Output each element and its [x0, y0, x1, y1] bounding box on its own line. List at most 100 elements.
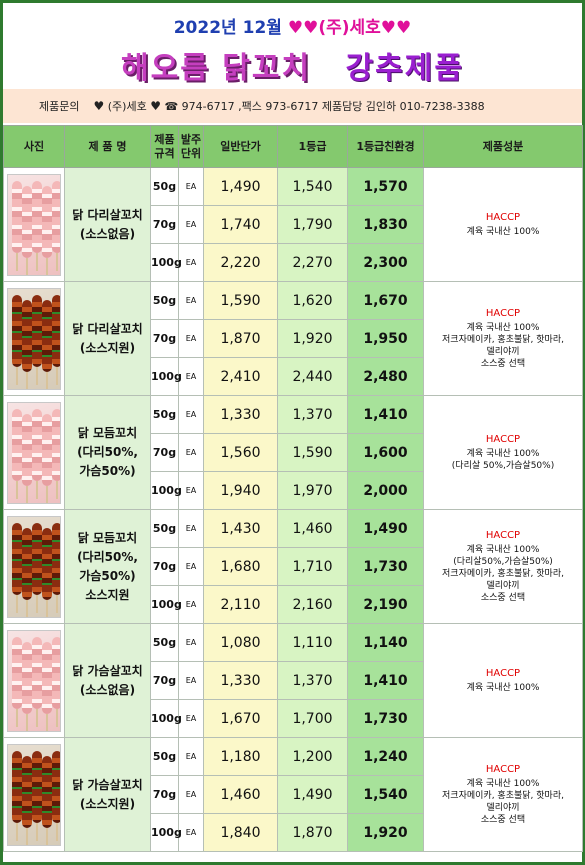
order-unit: EA	[178, 281, 204, 320]
price-general: 1,740	[203, 205, 278, 244]
order-unit: EA	[178, 471, 204, 510]
price-general: 1,590	[203, 281, 278, 320]
product-ingredients: HACCP 계육 국내산 100% 저크자메이카, 홍초불닭, 핫마라, 델리야끼…	[423, 281, 583, 396]
ingredients-text: 계육 국내산 100%	[466, 226, 540, 237]
product-spec: 100g	[150, 699, 182, 738]
product-photo	[3, 167, 65, 282]
product-spec: 70g	[150, 433, 179, 472]
contact-label: 제품문의	[39, 100, 80, 113]
product-ingredients: HACCP 계육 국내산 100%	[423, 623, 583, 738]
product-spec: 50g	[150, 395, 179, 434]
product-spec: 50g	[150, 623, 179, 662]
product-spec: 100g	[150, 357, 182, 396]
price-grade1-eco: 1,140	[347, 623, 424, 662]
product-spec: 70g	[150, 775, 179, 814]
price-grade1: 1,370	[277, 661, 348, 700]
price-grade1: 1,620	[277, 281, 348, 320]
contact-company: (주)세호	[107, 100, 147, 113]
order-unit: EA	[178, 813, 204, 852]
price-general: 2,110	[203, 585, 278, 624]
product-name: 닭 모듬꼬치 (다리50%, 가슴50%) 소스지원	[64, 509, 151, 624]
table-row: 70g EA 1,740 1,790 1,830	[4, 205, 583, 244]
product-name: 닭 가슴살꼬치 (소스지원)	[64, 737, 151, 852]
price-grade1-eco: 1,730	[347, 547, 424, 586]
raw-chicken-skewer-icon	[7, 173, 61, 276]
product-spec: 70g	[150, 205, 179, 244]
column-header: 발주 단위	[178, 125, 204, 168]
price-grade1-eco: 1,670	[347, 281, 424, 320]
heart-icon: ♥♥	[287, 18, 319, 38]
product-spec: 70g	[150, 661, 179, 700]
price-grade1: 1,710	[277, 547, 348, 586]
order-unit: EA	[178, 167, 204, 206]
table-row: 70g EA 1,680 1,710 1,730	[4, 547, 583, 586]
price-grade1: 1,700	[277, 699, 348, 738]
header-month: 12월	[242, 18, 282, 38]
price-general: 1,680	[203, 547, 278, 586]
ingredients-text: 계육 국내산 100% 저크자메이카, 홍초불닭, 핫마라, 델리야끼 소스중 …	[442, 778, 564, 825]
column-header: 1등급	[277, 125, 348, 168]
order-unit: EA	[178, 737, 204, 776]
haccp-label: HACCP	[485, 667, 521, 679]
price-grade1: 1,590	[277, 433, 348, 472]
price-grade1-eco: 1,540	[347, 775, 424, 814]
ingredients-text: 계육 국내산 100% 저크자메이카, 홍초불닭, 핫마라, 델리야끼 소스중 …	[442, 322, 564, 369]
order-unit: EA	[178, 661, 204, 700]
price-grade1: 1,110	[277, 623, 348, 662]
price-grade1-eco: 2,480	[347, 357, 424, 396]
product-spec: 50g	[150, 167, 179, 206]
order-unit: EA	[178, 433, 204, 472]
price-grade1-eco: 1,600	[347, 433, 424, 472]
price-grade1-eco: 1,410	[347, 395, 424, 434]
table-row: 70g EA 1,560 1,590 1,600	[4, 433, 583, 472]
product-spec: 50g	[150, 737, 179, 776]
table-row: 닭 가슴살꼬치 (소스지원) 50g EA 1,180 1,200 1,240 HACCP 계…	[3, 737, 583, 852]
product-spec: 50g	[150, 509, 179, 548]
price-grade1-eco: 1,570	[347, 167, 424, 206]
order-unit: EA	[178, 775, 204, 814]
ingredients-text: 계육 국내산 100% (다리살50%,가슴살50%) 저크자메이카, 홍초불닭…	[442, 544, 564, 603]
price-grade1: 2,160	[277, 585, 348, 624]
column-header: 사진	[3, 125, 65, 168]
order-unit: EA	[178, 205, 204, 244]
price-grade1-eco: 1,410	[347, 661, 424, 700]
order-unit: EA	[178, 623, 204, 662]
table-row: 100g EA 2,410 2,440 2,480	[4, 357, 583, 396]
contact-manager: 제품담당 김인하 010-7238-3388	[321, 100, 485, 113]
product-photo	[3, 623, 65, 738]
product-ingredients: HACCP 계육 국내산 100% (다리살50%,가슴살50%) 저크자메이카,…	[423, 509, 583, 624]
header-title-line: 해오름 닭꼬치 강추제품	[3, 43, 582, 87]
table-row: 닭 모듬꼬치 (다리50%, 가슴50%) 소스지원 50g EA 1,430 1,46…	[3, 509, 583, 624]
heart-icon: ♥♥	[380, 18, 412, 38]
order-unit: EA	[178, 585, 204, 624]
product-spec: 100g	[150, 471, 182, 510]
raw-chicken-skewer-icon	[7, 629, 61, 732]
order-unit: EA	[178, 357, 204, 396]
table-row: 70g EA 1,330 1,370 1,410	[4, 661, 583, 700]
price-grade1: 1,370	[277, 395, 348, 434]
product-photo	[3, 509, 65, 624]
product-photo	[3, 737, 65, 852]
sauced-chicken-skewer-icon	[7, 287, 61, 390]
product-name: 닭 다리살꼬치 (소스지원)	[64, 281, 151, 396]
sauced-chicken-skewer-icon	[7, 515, 61, 618]
header-date-line: 2022년 12월 ♥♥(주)세호♥♥	[3, 13, 582, 38]
price-general: 1,180	[203, 737, 278, 776]
page-title: 해오름 닭꼬치	[121, 51, 312, 86]
price-grade1: 2,270	[277, 243, 348, 282]
price-grade1: 1,970	[277, 471, 348, 510]
order-unit: EA	[178, 395, 204, 434]
product-spec: 100g	[150, 585, 182, 624]
price-grade1-eco: 1,490	[347, 509, 424, 548]
price-general: 1,080	[203, 623, 278, 662]
product-spec: 100g	[150, 813, 182, 852]
price-general: 1,840	[203, 813, 278, 852]
product-spec: 50g	[150, 281, 179, 320]
price-grade1-eco: 1,730	[347, 699, 424, 738]
price-grade1: 1,460	[277, 509, 348, 548]
table-row: 100g EA 1,670 1,700 1,730	[4, 699, 583, 738]
price-grade1: 1,790	[277, 205, 348, 244]
product-ingredients: HACCP 계육 국내산 100% (다리살 50%,가슴살50%)	[423, 395, 583, 510]
price-grade1: 2,440	[277, 357, 348, 396]
price-general: 1,330	[203, 395, 278, 434]
